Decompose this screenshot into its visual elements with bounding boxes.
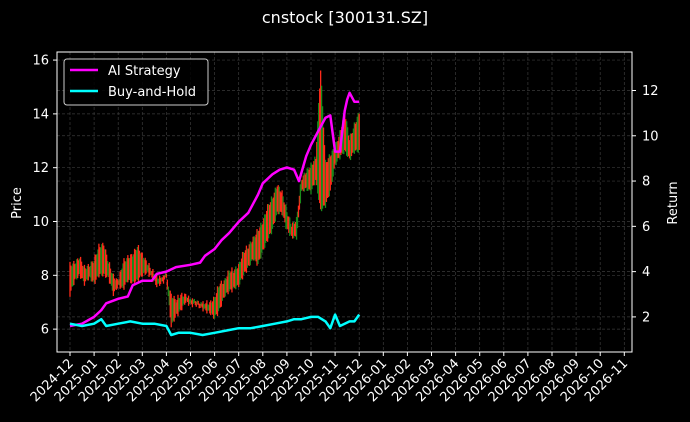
legend-box xyxy=(63,58,209,106)
plot-frame xyxy=(56,51,633,353)
left-y-axis: 6 8 10 12 14 16 xyxy=(32,54,57,338)
right-y-tick-label: 8 xyxy=(642,175,650,190)
right-y-tick-label: 2 xyxy=(642,310,650,325)
buy-and-hold-legend-label: Buy-and-Hold xyxy=(108,85,196,100)
ai-strategy-line xyxy=(69,91,360,328)
left-y-tick-label: 6 xyxy=(41,323,49,338)
ai-strategy-legend-label: AI Strategy xyxy=(108,64,181,79)
right-y-axis: 2 4 6 8 10 12 xyxy=(632,84,659,325)
right-y-tick-label: 12 xyxy=(642,84,659,99)
left-y-tick-label: 16 xyxy=(32,54,49,69)
left-y-tick-label: 14 xyxy=(32,107,49,122)
right-y-tick-label: 4 xyxy=(642,265,650,280)
left-y-tick-label: 8 xyxy=(41,269,49,284)
left-y-tick-label: 10 xyxy=(32,215,49,230)
chart-title: cnstock [300131.SZ] xyxy=(262,8,428,27)
left-y-tick-label: 12 xyxy=(32,161,49,176)
right-y-tick-label: 6 xyxy=(642,220,650,235)
buy-and-hold-line xyxy=(69,313,361,337)
legend: AI Strategy Buy-and-Hold xyxy=(63,58,209,106)
price-bars xyxy=(69,70,360,328)
left-axis-label: Price xyxy=(10,187,25,219)
right-y-tick-label: 10 xyxy=(642,129,659,144)
right-axis-label: Return xyxy=(666,181,681,224)
series-lines xyxy=(69,91,361,337)
